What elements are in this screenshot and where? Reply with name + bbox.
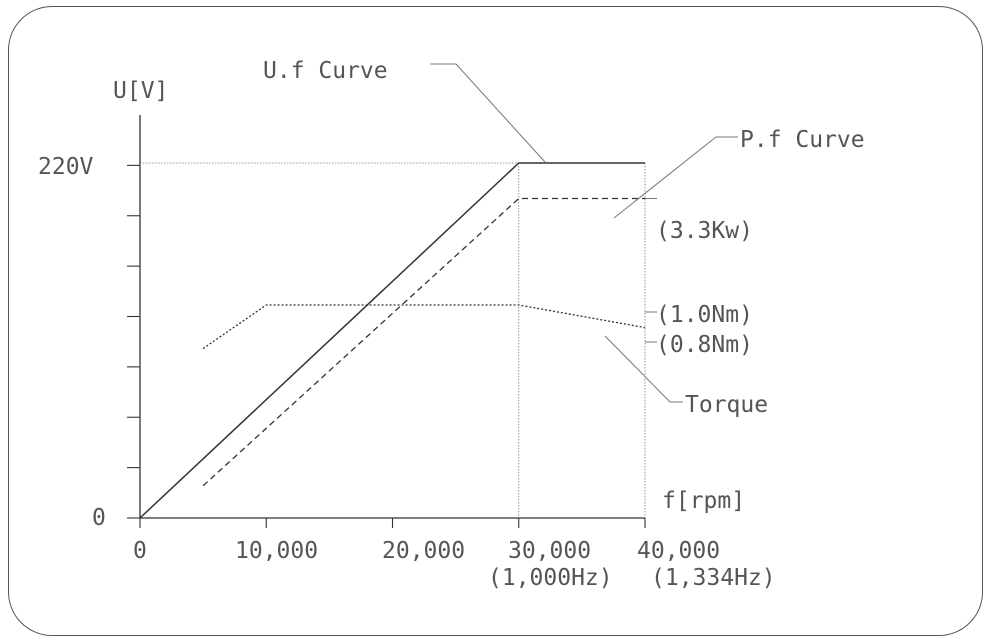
x-tick-label-40000: 40,000 [637, 538, 720, 564]
x-axis-label: f[rpm] [662, 488, 745, 514]
data-label-1-0nm: (1.0Nm) [656, 302, 753, 328]
x-subtick-label-1000hz: (1,000Hz) [488, 565, 613, 591]
leader-lines [430, 63, 738, 403]
series-line-0 [139, 162, 645, 519]
leader-pf-curve [613, 136, 738, 219]
y-tick-label-0: 0 [92, 505, 106, 531]
series-line-2 [202, 304, 646, 350]
leader-torque [604, 335, 683, 403]
series-label-uf-curve: U.f Curve [263, 58, 388, 84]
x-tick-label-30000: 30,000 [508, 538, 591, 564]
y-axis-label: U[V] [113, 78, 168, 104]
series-label-torque: Torque [685, 392, 768, 418]
y-tick-label-220: 220V [38, 154, 94, 180]
series-group [139, 162, 646, 519]
chart-frame [8, 6, 983, 636]
x-tick-label-0: 0 [133, 538, 147, 564]
axes [127, 115, 646, 528]
series-label-pf-curve: P.f Curve [740, 127, 865, 153]
series-line-1 [202, 197, 645, 487]
guide-lines [140, 162, 646, 518]
leader-uf-curve [430, 63, 546, 163]
x-tick-label-10000: 10,000 [235, 538, 318, 564]
x-tick-label-20000: 20,000 [382, 538, 465, 564]
data-label-3-3kw: (3.3Kw) [656, 218, 753, 244]
data-label-0-8nm: (0.8Nm) [656, 332, 753, 358]
x-subtick-label-1334hz: (1,334Hz) [651, 565, 776, 591]
